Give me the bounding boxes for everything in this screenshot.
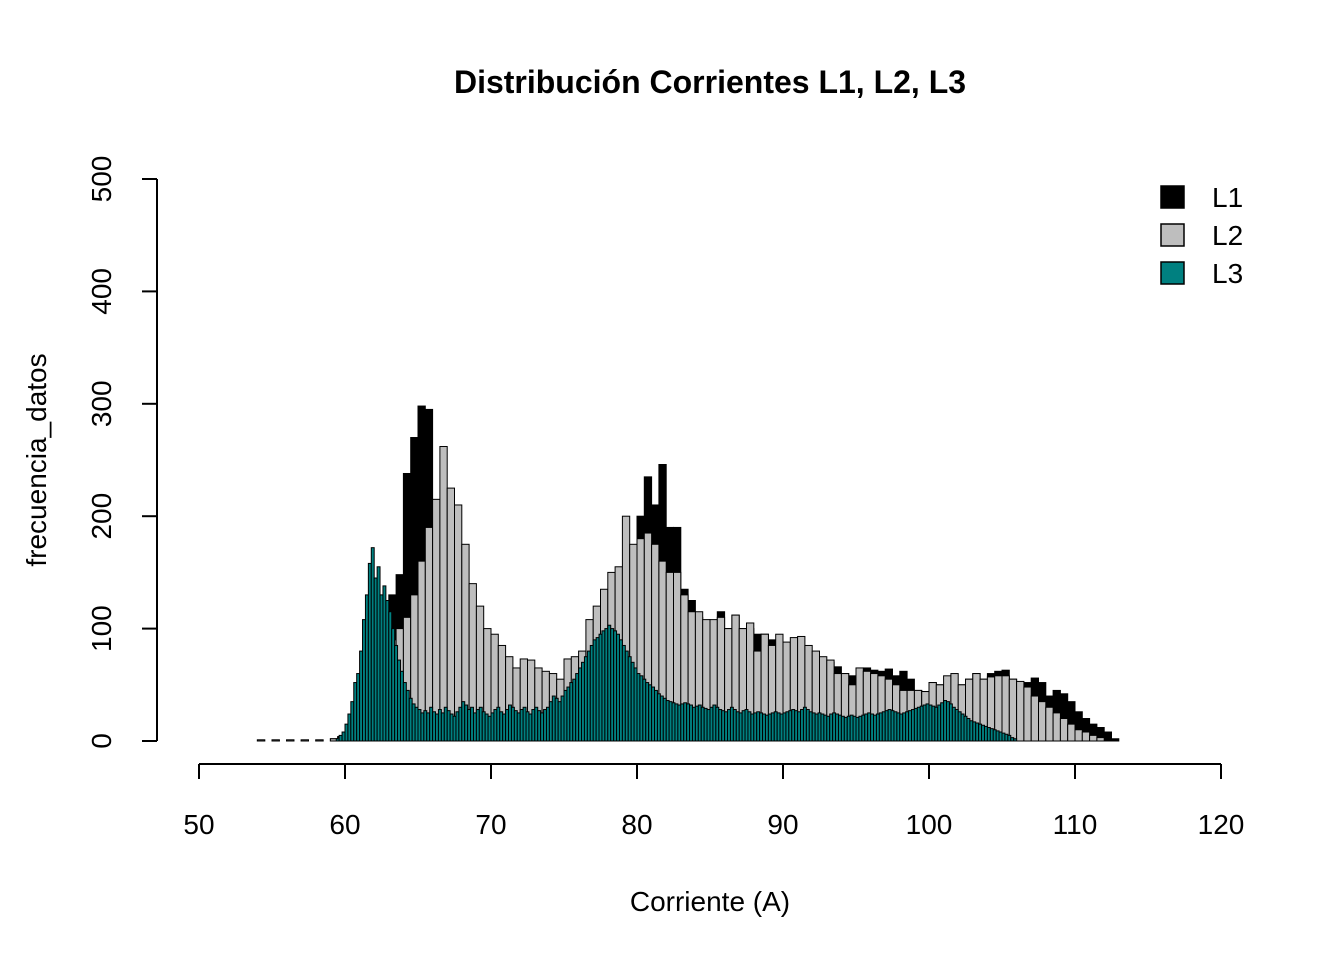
legend-swatch-L2 (1160, 223, 1185, 247)
bar-L2-107 (1074, 729, 1083, 742)
bar-L2-21 (446, 487, 456, 742)
legend-swatch-L1 (1160, 185, 1185, 209)
series-L3 (335, 547, 1018, 742)
bar-L2-0 (256, 739, 266, 742)
y-tick-label-0: 0 (86, 733, 117, 749)
bar-L2-110 (1096, 737, 1105, 742)
bar-L2-19 (432, 498, 441, 742)
chart-title: Distribución Corrientes L1, L2, L3 (454, 64, 966, 100)
x-tick-label-6: 110 (1053, 809, 1098, 840)
bar-L2-105 (1059, 718, 1069, 742)
bar-L2-109 (1089, 734, 1098, 742)
legend-item-L1: L1 (1160, 182, 1243, 213)
bar-L2-98 (1008, 678, 1018, 742)
x-tick-label-5: 100 (906, 809, 953, 840)
y-axis: 0 100 200 300 400 500 (86, 156, 158, 749)
x-axis-label: Corriente (A) (630, 886, 790, 917)
bar-L2-101 (1030, 695, 1039, 742)
legend-label-L1: L1 (1212, 182, 1243, 213)
legend-item-L3: L3 (1160, 258, 1243, 289)
bar-L2-2 (286, 739, 295, 742)
x-axis: 50 60 70 80 90 100 110 120 (183, 763, 1245, 840)
legend-swatch-L3 (1160, 261, 1185, 285)
bar-L2-97 (1001, 675, 1010, 742)
legend-label-L3: L3 (1212, 258, 1243, 289)
y-tick-label-3: 300 (86, 380, 117, 427)
bar-L2-108 (1081, 731, 1091, 742)
bar-L1-111 (1103, 731, 1112, 742)
bar-L2-3 (300, 739, 310, 742)
legend: L1 L2 L3 (1160, 182, 1243, 289)
x-tick-label-0: 50 (183, 809, 214, 840)
bar-L2-104 (1052, 712, 1061, 742)
bars-layer (256, 405, 1120, 742)
y-tick-label-4: 400 (86, 268, 117, 315)
y-tick-label-1: 100 (86, 605, 117, 652)
x-tick-label-1: 60 (329, 809, 360, 840)
bar-L2-103 (1045, 706, 1054, 742)
bar-L1-112 (1111, 738, 1120, 742)
bar-L3-232 (1013, 738, 1018, 742)
bar-L2-99 (1016, 680, 1025, 742)
bar-L2-1 (271, 739, 280, 742)
y-tick-label-5: 500 (86, 156, 117, 203)
bar-L2-106 (1067, 723, 1076, 742)
x-tick-label-4: 90 (767, 809, 798, 840)
bar-L2-22 (454, 504, 463, 742)
x-tick-label-2: 70 (475, 809, 506, 840)
bar-L2-20 (439, 446, 448, 742)
x-tick-label-3: 80 (621, 809, 652, 840)
bar-L2-100 (1023, 686, 1032, 742)
legend-item-L2: L2 (1160, 220, 1243, 251)
legend-label-L2: L2 (1212, 220, 1243, 251)
y-axis-label: frecuencia_datos (21, 353, 52, 566)
y-tick-label-2: 200 (86, 493, 117, 540)
bar-L2-4 (315, 739, 324, 742)
bar-L2-102 (1038, 701, 1047, 742)
x-tick-label-7: 120 (1198, 809, 1245, 840)
